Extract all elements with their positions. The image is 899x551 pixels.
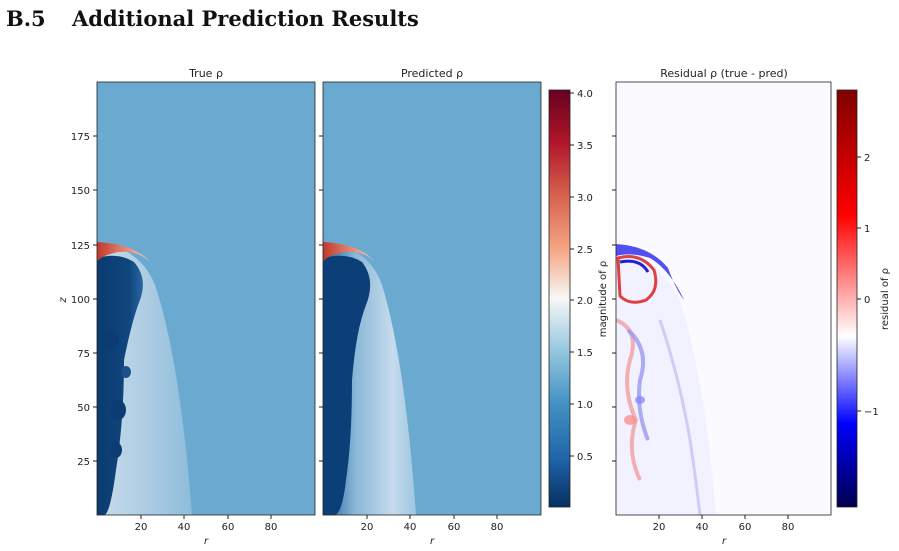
- panel-title-predicted: Predicted ρ: [401, 67, 463, 80]
- colorbar-magnitude-ticks: 0.5 1.0 1.5 2.0 2.5 3.0 3.5 4.0: [570, 89, 593, 463]
- svg-text:175: 175: [71, 132, 90, 143]
- svg-text:3.0: 3.0: [577, 193, 593, 204]
- svg-text:125: 125: [71, 241, 90, 252]
- svg-text:40: 40: [696, 522, 709, 533]
- colorbar-magnitude: 0.5 1.0 1.5 2.0 2.5 3.0 3.5 4.0 magnitud…: [548, 89, 609, 508]
- svg-text:150: 150: [71, 186, 90, 197]
- heatmap-true: [97, 82, 315, 515]
- svg-text:50: 50: [77, 403, 90, 414]
- y-axis-ticks: 175 150 125 100 75 50 25: [71, 132, 97, 468]
- section-title: Additional Prediction Results: [72, 6, 419, 31]
- svg-text:−1: −1: [864, 407, 879, 418]
- svg-text:100: 100: [71, 295, 90, 306]
- svg-text:40: 40: [404, 522, 417, 533]
- colorbar-residual-ticks: −1 0 1 2: [857, 153, 879, 418]
- svg-text:20: 20: [135, 522, 148, 533]
- svg-text:25: 25: [77, 457, 90, 468]
- colorbar-residual: −1 0 1 2 residual of ρ: [836, 89, 891, 508]
- x-axis-ticks-predicted: 20 40 60 80: [361, 515, 504, 533]
- x-axis-label: r: [204, 536, 209, 547]
- svg-text:2: 2: [864, 153, 870, 164]
- x-axis-label-predicted: r: [430, 536, 435, 547]
- colorbar-residual-label: residual of ρ: [880, 268, 891, 330]
- y-axis-ticks-predicted: [319, 135, 323, 462]
- svg-text:80: 80: [782, 522, 795, 533]
- heatmap-residual: [616, 82, 831, 515]
- colorbar-magnitude-label: magnitude of ρ: [598, 261, 609, 337]
- heatmap-predicted: [323, 82, 541, 515]
- svg-text:20: 20: [361, 522, 374, 533]
- panel-predicted-rho: Predicted ρ 20 40 60 80 r: [319, 67, 542, 547]
- svg-text:1: 1: [864, 224, 870, 235]
- x-axis-ticks-residual: 20 40 60 80: [653, 515, 795, 533]
- section-number: B.5: [6, 6, 46, 31]
- svg-text:60: 60: [222, 522, 235, 533]
- panel-residual-rho: Residual ρ (true - pred) 20 40 60: [612, 67, 832, 547]
- panel-title-true: True ρ: [188, 67, 223, 80]
- svg-text:1.5: 1.5: [577, 348, 593, 359]
- svg-text:2.5: 2.5: [577, 245, 593, 256]
- svg-text:80: 80: [265, 522, 278, 533]
- x-axis-label-residual: r: [722, 536, 727, 547]
- y-axis-ticks-residual: [612, 135, 616, 462]
- section-heading: B.5 Additional Prediction Results: [6, 6, 419, 31]
- svg-text:0: 0: [864, 295, 870, 306]
- svg-text:4.0: 4.0: [577, 89, 593, 100]
- panel-true-rho: True ρ 175 150 125 100 75 50 25 z 20 40 …: [58, 67, 316, 547]
- svg-text:40: 40: [178, 522, 191, 533]
- svg-text:75: 75: [77, 349, 90, 360]
- svg-text:60: 60: [739, 522, 752, 533]
- svg-text:20: 20: [653, 522, 666, 533]
- svg-text:60: 60: [448, 522, 461, 533]
- svg-text:0.5: 0.5: [577, 452, 593, 463]
- svg-text:2.0: 2.0: [577, 296, 593, 307]
- svg-text:1.0: 1.0: [577, 400, 593, 411]
- svg-text:80: 80: [491, 522, 504, 533]
- panel-title-residual: Residual ρ (true - pred): [660, 67, 788, 80]
- x-axis-ticks: 20 40 60 80: [135, 515, 278, 533]
- y-axis-label: z: [58, 297, 69, 304]
- svg-text:3.5: 3.5: [577, 141, 593, 152]
